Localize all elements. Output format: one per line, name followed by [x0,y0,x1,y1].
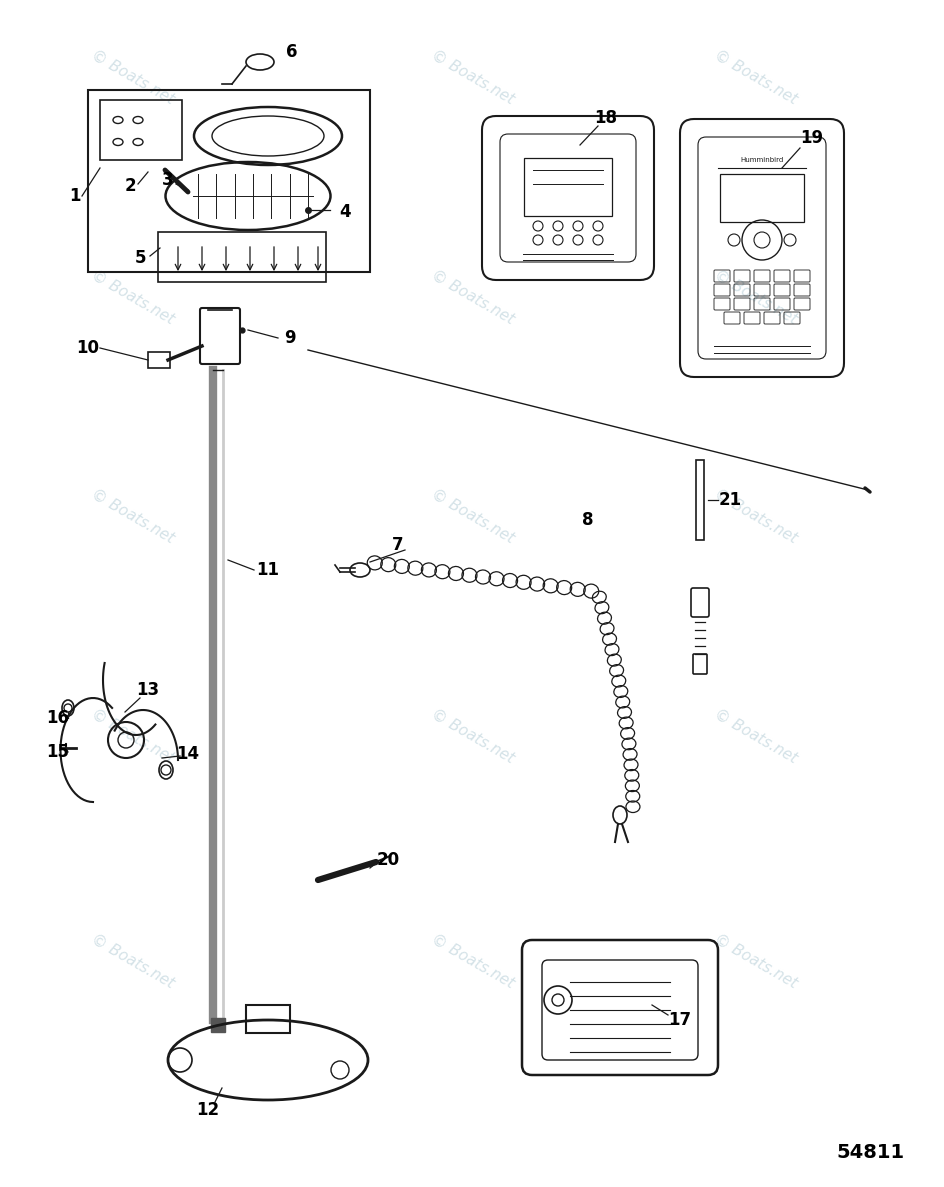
Text: 11: 11 [256,561,279,579]
Text: 2: 2 [124,177,136,195]
Text: © Boats.net: © Boats.net [88,47,177,107]
Text: 14: 14 [177,745,199,763]
Text: © Boats.net: © Boats.net [711,47,800,107]
Text: 20: 20 [376,851,399,869]
Text: 17: 17 [667,1011,691,1029]
Bar [148,353,170,368]
Text: 13: 13 [136,681,160,699]
Text: 9: 9 [284,329,295,347]
Text: 12: 12 [196,1102,219,1119]
Text: © Boats.net: © Boats.net [428,706,516,766]
Text: 5: 5 [134,249,145,267]
Text: © Boats.net: © Boats.net [88,706,177,766]
Text: © Boats.net: © Boats.net [88,932,177,991]
Text: © Boats.net: © Boats.net [711,487,800,546]
Bar [100,100,182,160]
Text: 3: 3 [162,171,174,189]
Bar [88,90,370,272]
Text: © Boats.net: © Boats.net [88,267,177,326]
Text: © Boats.net: © Boats.net [711,932,800,991]
Bar [211,1018,225,1032]
Text: 4: 4 [339,203,350,221]
Text: 18: 18 [594,109,616,127]
Bar [719,174,803,222]
Text: © Boats.net: © Boats.net [711,267,800,326]
Text: 21: 21 [717,491,741,509]
Bar [523,158,612,216]
Text: 7: 7 [392,537,403,554]
Text: 10: 10 [76,339,99,357]
Text: 6: 6 [286,43,297,61]
Text: © Boats.net: © Boats.net [428,487,516,546]
Text: © Boats.net: © Boats.net [428,267,516,326]
Text: © Boats.net: © Boats.net [428,47,516,107]
Text: © Boats.net: © Boats.net [428,932,516,991]
Text: Humminbird: Humminbird [739,157,783,163]
Text: 15: 15 [46,743,70,761]
Text: 19: 19 [800,129,822,147]
Text: 8: 8 [582,510,593,529]
Bar [696,461,703,540]
Text: 1: 1 [69,188,80,205]
Text: 54811: 54811 [835,1143,903,1162]
Bar [245,1005,290,1033]
Text: © Boats.net: © Boats.net [711,706,800,766]
Text: © Boats.net: © Boats.net [88,487,177,546]
Text: 16: 16 [46,709,70,726]
Bar [158,231,326,283]
